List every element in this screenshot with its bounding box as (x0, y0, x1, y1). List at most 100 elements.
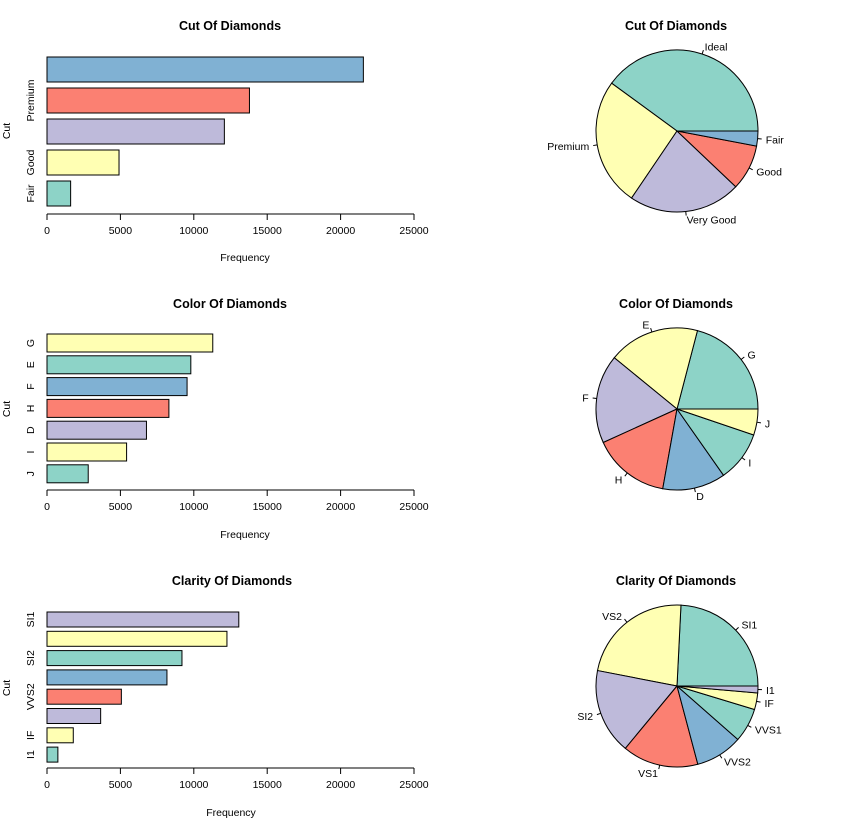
bar-vs1 (46, 669, 168, 686)
chart-title: Color Of Diamonds (173, 297, 287, 311)
slice-leader (756, 700, 761, 703)
slice-labels: G E F H D I J (582, 319, 770, 503)
category-label-e: E (25, 361, 37, 368)
slice-leader (756, 421, 761, 424)
slice-leader (740, 356, 745, 360)
slice-label-if: IF (764, 698, 773, 710)
slice-si1 (676, 604, 759, 687)
slice-e (613, 327, 699, 410)
bar-i (46, 442, 128, 462)
chart-title: Clarity Of Diamonds (172, 574, 292, 588)
slice-premium (595, 82, 678, 199)
chart-title: Cut Of Diamonds (179, 19, 281, 33)
x-tick-label: 0 (44, 225, 50, 237)
slice-label-premium: Premium (547, 141, 589, 153)
pie-chart-color: Color Of Diamonds G E F H D I J (582, 297, 770, 503)
x-tick-label: 5000 (109, 225, 133, 237)
bars (46, 611, 240, 763)
y-axis-label: Cut (1, 680, 13, 696)
chart-title: Clarity Of Diamonds (616, 574, 736, 588)
slice-leader (747, 724, 752, 728)
slice-vs2 (596, 604, 682, 687)
x-tick-label: 25000 (399, 501, 428, 513)
x-tick-label: 15000 (253, 779, 282, 791)
slices (595, 604, 759, 768)
bar-chart-cut: Cut Of Diamonds Frequency Cut Fair Good Pr… (1, 19, 429, 264)
x-tick-label: 5000 (109, 501, 133, 513)
bar-ideal (46, 56, 364, 83)
slice-label-i: I (748, 457, 751, 469)
x-tick-label: 10000 (179, 779, 208, 791)
x-tick-label: 10000 (179, 225, 208, 237)
chart-title: Cut Of Diamonds (625, 19, 727, 33)
bar-si1 (46, 611, 240, 628)
slice-f (595, 357, 678, 444)
bar-j (46, 464, 89, 484)
category-label-if: IF (25, 731, 37, 740)
category-label-vvs2: VVS2 (25, 683, 37, 710)
slice-ideal (610, 49, 759, 132)
category-label-good: Good (25, 149, 37, 175)
bar-f (46, 377, 188, 397)
slice-leader (592, 397, 597, 400)
slice-leader (693, 487, 696, 493)
slice-leader (701, 49, 704, 55)
slice-d (662, 407, 725, 491)
category-labels: J I D H F E G (25, 339, 37, 477)
slice-label-vvs1: VVS1 (755, 724, 782, 736)
x-tick-label: 15000 (253, 501, 282, 513)
bar-premium (46, 87, 250, 114)
slices (595, 327, 759, 491)
slice-leader (735, 626, 739, 631)
bar-fair (46, 180, 72, 207)
bars (46, 56, 364, 207)
x-tick-label: 0 (44, 501, 50, 513)
category-label-j: J (25, 471, 37, 476)
category-label-h: H (25, 405, 37, 413)
x-tick-label: 20000 (326, 779, 355, 791)
x-axis-label: Frequency (206, 807, 256, 819)
slice-label-very-good: Very Good (687, 215, 737, 227)
bar-h (46, 398, 170, 418)
slice-leader (741, 457, 746, 461)
bar-d (46, 420, 147, 440)
slice-labels: Ideal Premium Very Good Good Fair (547, 41, 784, 226)
category-label-fair: Fair (25, 184, 37, 203)
slice-label-vs1: VS1 (638, 768, 658, 780)
slice-g (676, 330, 759, 410)
category-label-premium: Premium (25, 79, 37, 121)
x-tick-label: 5000 (109, 779, 133, 791)
category-label-si1: SI1 (25, 611, 37, 627)
slice-label-good: Good (756, 167, 782, 179)
y-axis-label: Cut (1, 401, 13, 417)
slice-si2 (595, 669, 678, 750)
slice-leader (624, 472, 628, 477)
x-tick-label: 15000 (253, 225, 282, 237)
bar-g (46, 333, 214, 353)
x-tick-label: 25000 (399, 225, 428, 237)
slice-very-good (630, 130, 737, 213)
bar-vs2 (46, 630, 228, 647)
bar-if (46, 727, 74, 744)
slice-leader (593, 144, 598, 147)
slice-label-fair: Fair (766, 134, 785, 146)
slice-label-si2: SI2 (577, 711, 593, 723)
bar-good (46, 149, 120, 176)
slice-label-e: E (642, 319, 649, 331)
bar-si2 (46, 650, 183, 667)
slice-label-vs2: VS2 (602, 611, 622, 623)
x-tick-label: 20000 (326, 225, 355, 237)
bar-i1 (46, 746, 59, 763)
category-label-f: F (25, 383, 37, 389)
x-tick-label: 25000 (399, 779, 428, 791)
x-axis: 0 5000 10000 15000 20000 25000 (44, 767, 429, 791)
x-axis: 0 5000 10000 15000 20000 25000 (44, 489, 429, 513)
bar-chart-clarity: Clarity Of Diamonds Frequency Cut I1 IF VV… (1, 574, 429, 819)
x-tick-label: 20000 (326, 501, 355, 513)
slice-leader (650, 327, 653, 333)
slices (595, 49, 759, 213)
slice-leader (624, 618, 628, 623)
category-label-d: D (25, 426, 37, 434)
x-tick-label: 0 (44, 779, 50, 791)
